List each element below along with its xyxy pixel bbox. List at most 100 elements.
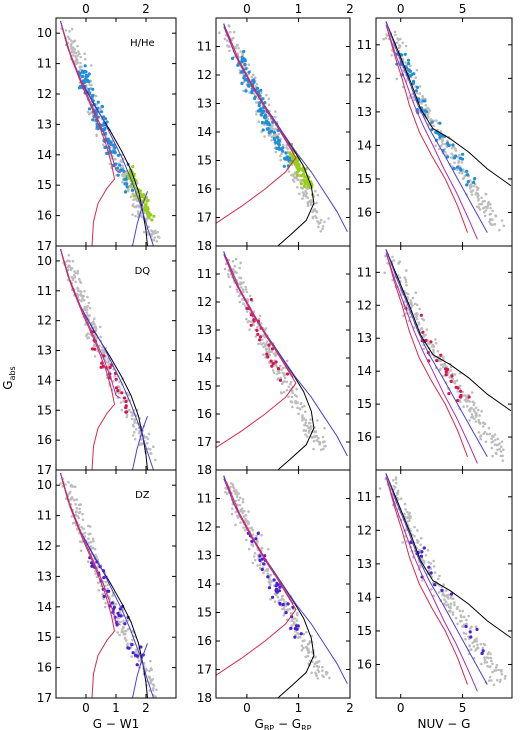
gray-point [479,434,483,438]
gray-point [72,40,76,43]
axes-frame [55,469,177,699]
xtick-label: 5 [459,701,467,715]
dq-point [245,306,249,310]
gray-point [494,214,497,217]
gray-point [298,192,301,196]
gray-point [296,632,299,635]
gray-point [146,233,150,236]
dz-point [419,554,423,558]
gray-point [477,194,480,197]
ytick-label: 11 [357,38,372,52]
gray-point [258,563,262,567]
gray-point [225,39,229,42]
gray-point [92,344,96,348]
blue-point [113,151,117,155]
gray-point [453,380,457,383]
gray-point [430,345,434,348]
gray-point [427,111,431,114]
dq-point [120,391,124,395]
gray-point [416,312,419,316]
gray-point [59,482,62,486]
gray-point [69,268,73,272]
gray-point [299,178,303,182]
gray-point [242,89,245,93]
ytick-label: 13 [37,344,52,358]
gray-point [247,63,251,66]
gray-point [456,622,459,626]
blue-point [421,99,425,103]
gray-point [291,391,294,395]
gray-point [142,230,146,234]
gray-point [68,490,72,494]
dz-point [126,646,130,650]
blue-point [244,67,248,71]
gray-point [309,427,312,430]
gray-point [498,680,502,684]
gray-point [269,350,272,354]
gray-point [403,300,407,303]
gray-point [462,405,465,409]
gray-point [66,278,70,282]
gray-point [477,420,481,424]
gray-point [250,75,254,79]
blue-point [87,87,91,91]
gray-point [70,42,73,46]
gray-point [244,304,247,307]
gray-point [463,615,466,619]
top-xtick-label: 5 [459,2,467,16]
gray-point [315,664,319,668]
blue-point [260,97,265,101]
green-point [290,154,294,158]
gray-point [76,287,80,291]
gray-point [309,203,313,206]
gray-point [88,306,92,310]
gray-point [451,611,455,614]
blue-point [256,90,260,94]
ytick-label: 17 [197,663,212,677]
gray-point [87,112,91,116]
gray-point [300,648,304,652]
gray-point [472,403,476,407]
gray-point [114,157,117,161]
gray-point [239,261,242,265]
gray-point [83,289,86,293]
gray-point [241,497,245,501]
gray-point [500,672,504,676]
ytick-label: 18 [197,463,212,477]
gray-point [277,132,281,136]
xtick-label: 0 [243,701,251,715]
gray-point [125,415,129,419]
model-curve-blue_tail [132,643,148,698]
gray-point [449,597,453,600]
gray-point [72,51,76,54]
gray-point [499,678,502,682]
gray-point [490,679,493,682]
blue-point [82,70,87,74]
model-curve-purple [60,248,121,399]
gray-point [452,597,455,601]
gray-point [322,447,325,451]
gray-point [223,37,227,41]
gray-point [73,270,76,273]
gray-point [495,452,498,456]
gray-point [458,153,461,157]
gray-point [70,46,73,50]
gray-point [441,363,444,366]
gray-point [93,317,96,321]
gray-point [279,158,283,162]
blue-point [102,115,106,119]
dz-point [262,562,266,566]
gray-point [434,341,438,345]
gray-point [64,483,67,486]
gray-point [232,267,235,271]
gray-point [323,427,326,430]
gray-point [319,230,323,233]
gray-point [285,146,288,149]
model-curve-red [216,481,297,676]
gray-point [255,82,259,86]
gray-point [136,210,140,213]
gray-point [153,229,157,233]
gray-point [504,674,507,678]
blue-point [466,180,470,184]
blue-point [266,121,270,125]
